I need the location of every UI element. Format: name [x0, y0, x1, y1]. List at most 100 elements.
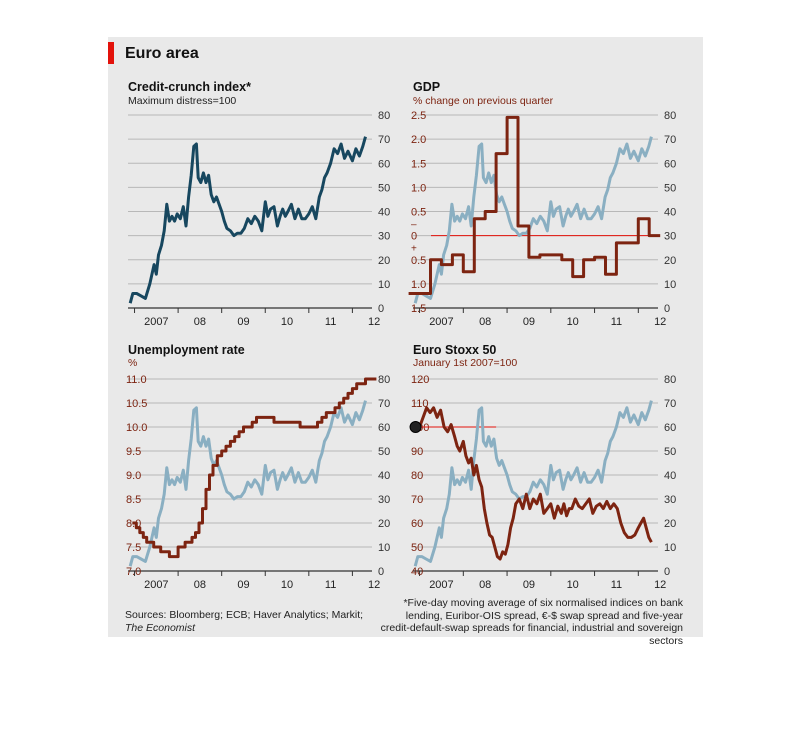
gdp-left-tick-label: 2.5 — [411, 110, 426, 122]
gdp-x-tick-label: 08 — [479, 316, 491, 328]
euro-stoxx-title: Euro Stoxx 50 — [413, 343, 497, 357]
unemployment-right-tick-label: 70 — [378, 398, 390, 410]
credit-crunch-right-tick-label: 60 — [378, 158, 390, 170]
euro-stoxx-x-tick-label: 08 — [479, 579, 491, 591]
unemployment-right-tick-label: 80 — [378, 374, 390, 386]
credit-crunch-right-tick-label: 80 — [378, 110, 390, 122]
euro-stoxx-right-tick-label: 10 — [664, 542, 676, 554]
euro-stoxx-right-tick-label: 0 — [664, 566, 670, 578]
gdp-left-tick-label: + — [411, 244, 417, 255]
unemployment-left-tick-label: 10.0 — [126, 422, 147, 434]
euro-stoxx-right-tick-label: 30 — [664, 494, 676, 506]
euro-stoxx-left-tick-label: 110 — [411, 398, 429, 410]
unemployment-x-tick-label: 2007 — [144, 579, 168, 591]
sources-text: Sources: Bloomberg; ECB; Haver Analytics… — [125, 609, 364, 621]
euro-stoxx-left-tick-label: 60 — [411, 518, 423, 530]
gdp-left-tick-label: 0.5 — [411, 255, 426, 267]
euro-stoxx-left-tick-label: 80 — [411, 470, 423, 482]
unemployment-x-tick-label: 12 — [368, 579, 380, 591]
page-title: Euro area — [125, 45, 199, 62]
brand-red-bar — [108, 42, 114, 64]
credit-crunch-right-tick-label: 40 — [378, 207, 390, 219]
unemployment-left-tick-label: 9.0 — [126, 470, 141, 482]
gdp-left-tick-label: 0.5 — [411, 207, 426, 219]
gdp-credit-index-line — [413, 136, 653, 304]
gdp-x-tick-label: 12 — [654, 316, 666, 328]
credit-crunch-right-tick-label: 70 — [378, 134, 390, 146]
gdp-left-tick-label: 1.5 — [411, 158, 426, 170]
footnote: *Five-day moving average of six normalis… — [380, 597, 683, 647]
euro-stoxx-x-tick-label: 11 — [611, 579, 622, 591]
gdp-right-tick-label: 80 — [664, 110, 676, 122]
gdp-subtitle: % change on previous quarter — [413, 95, 554, 107]
euro-stoxx-main-line — [418, 406, 653, 561]
euro-stoxx-right-tick-label: 20 — [664, 518, 676, 530]
credit-crunch-right-tick-label: 30 — [378, 231, 390, 243]
euro-stoxx-x-tick-label: 2007 — [429, 579, 453, 591]
unemployment-right-tick-label: 20 — [378, 518, 390, 530]
gdp-right-tick-label: 70 — [664, 134, 676, 146]
gdp-x-tick-label: 10 — [567, 316, 579, 328]
unemployment-left-tick-label: 7.5 — [126, 542, 141, 554]
unemployment-right-tick-label: 60 — [378, 422, 390, 434]
euro-stoxx-right-tick-label: 50 — [664, 446, 676, 458]
euro-stoxx-x-tick-label: 10 — [567, 579, 579, 591]
gdp-right-tick-label: 60 — [664, 158, 676, 170]
credit-crunch-right-tick-label: 20 — [378, 255, 390, 267]
gdp-main-line — [408, 115, 661, 295]
euro-stoxx-subtitle: January 1st 2007=100 — [413, 357, 518, 369]
gdp-right-tick-label: 10 — [664, 279, 676, 291]
chart-panel — [108, 37, 703, 637]
gdp-right-tick-label: 0 — [664, 303, 670, 315]
gdp-left-tick-label: 1.0 — [411, 182, 426, 194]
gdp-right-tick-label: 20 — [664, 255, 676, 267]
credit-crunch-main-line — [128, 136, 367, 304]
unemployment-right-tick-label: 50 — [378, 446, 390, 458]
euro-stoxx-left-tick-label: 120 — [411, 374, 429, 386]
unemployment-right-tick-label: 0 — [378, 566, 384, 578]
credit-crunch-right-tick-label: 50 — [378, 182, 390, 194]
gdp-x-tick-label: 09 — [523, 316, 535, 328]
unemployment-left-tick-label: 10.5 — [126, 398, 147, 410]
unemployment-x-tick-label: 09 — [237, 579, 249, 591]
credit-crunch-right-tick-label: 0 — [378, 303, 384, 315]
gdp-left-tick-label: 0 — [411, 231, 417, 243]
unemployment-left-tick-label: 7.0 — [126, 566, 141, 578]
unemployment-main-line — [132, 377, 377, 559]
euro-stoxx-right-tick-label: 40 — [664, 470, 676, 482]
unemployment-right-tick-label: 30 — [378, 494, 390, 506]
euro-stoxx-left-tick-label: 70 — [411, 494, 423, 506]
unemployment-left-tick-label: 9.5 — [126, 446, 141, 458]
credit-crunch-x-tick-label: 08 — [194, 316, 206, 328]
euro-stoxx-right-tick-label: 80 — [664, 374, 676, 386]
unemployment-subtitle: % — [128, 357, 138, 369]
unemployment-credit-index-line — [128, 400, 367, 567]
gdp-left-tick-label: – — [411, 220, 417, 231]
credit-crunch-right-tick-label: 10 — [378, 279, 390, 291]
credit-crunch-x-tick-label: 10 — [281, 316, 293, 328]
gdp-right-tick-label: 50 — [664, 182, 676, 194]
credit-crunch-x-tick-label: 2007 — [144, 316, 168, 328]
sources-italic: The Economist — [125, 622, 196, 634]
gdp-x-tick-label: 11 — [611, 316, 622, 328]
euro-stoxx-start-marker — [409, 421, 422, 433]
unemployment-x-tick-label: 10 — [281, 579, 293, 591]
unemployment-x-tick-label: 08 — [194, 579, 206, 591]
unemployment-left-tick-label: 11.0 — [126, 374, 147, 386]
credit-crunch-x-tick-label: 11 — [325, 316, 336, 328]
gdp-title: GDP — [413, 80, 441, 94]
credit-crunch-x-tick-label: 09 — [237, 316, 249, 328]
unemployment-title: Unemployment rate — [128, 343, 245, 357]
gdp-right-tick-label: 30 — [664, 231, 676, 243]
euro-stoxx-right-tick-label: 70 — [664, 398, 676, 410]
unemployment-right-tick-label: 10 — [378, 542, 390, 554]
unemployment-right-tick-label: 40 — [378, 470, 390, 482]
gdp-right-tick-label: 40 — [664, 207, 676, 219]
gdp-left-tick-label: 1.0 — [411, 279, 426, 291]
credit-crunch-x-tick-label: 12 — [368, 316, 380, 328]
euro-stoxx-left-tick-label: 90 — [411, 446, 423, 458]
gdp-left-tick-label: 2.0 — [411, 134, 426, 146]
credit-crunch-subtitle: Maximum distress=100 — [128, 95, 237, 107]
credit-crunch-title: Credit-crunch index* — [128, 80, 251, 94]
euro-stoxx-left-tick-label: 50 — [411, 542, 423, 554]
